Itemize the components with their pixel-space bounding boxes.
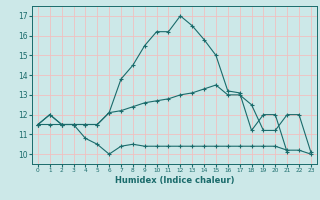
X-axis label: Humidex (Indice chaleur): Humidex (Indice chaleur) <box>115 176 234 185</box>
